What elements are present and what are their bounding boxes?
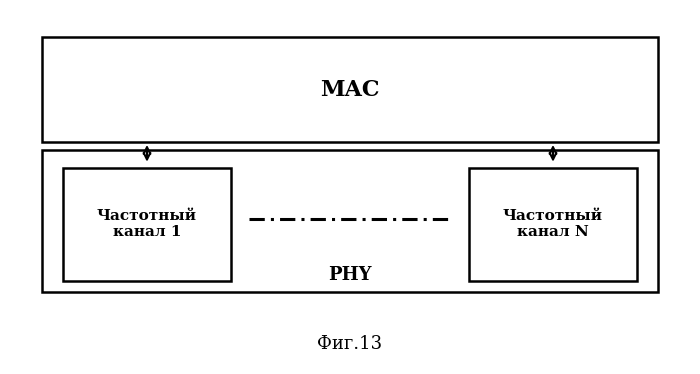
FancyBboxPatch shape [42, 150, 658, 292]
FancyBboxPatch shape [63, 168, 231, 280]
Text: Частотный
канал N: Частотный канал N [503, 209, 603, 239]
Text: Частотный
канал 1: Частотный канал 1 [97, 209, 197, 239]
Text: Фиг.13: Фиг.13 [317, 335, 383, 353]
FancyBboxPatch shape [469, 168, 637, 280]
Text: PHY: PHY [328, 266, 372, 284]
Text: MAC: MAC [321, 79, 379, 101]
FancyBboxPatch shape [42, 37, 658, 142]
